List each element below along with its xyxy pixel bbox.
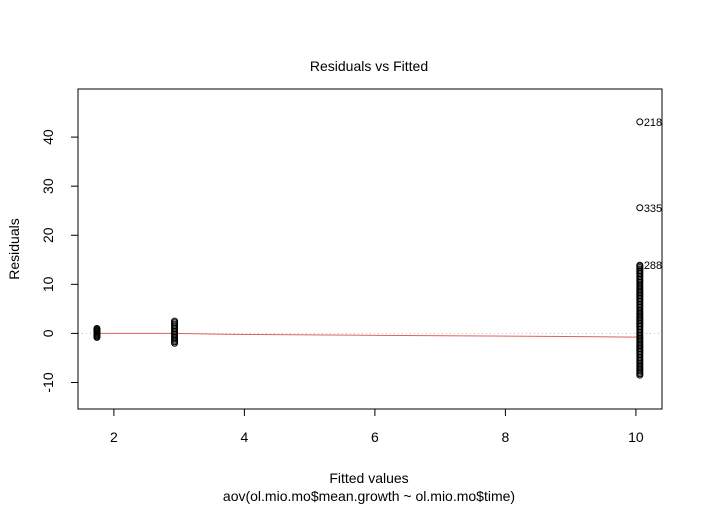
outlier-point [636, 204, 644, 212]
outlier-point [636, 118, 644, 126]
outlier-label: 288 [644, 260, 662, 272]
x-tick-label: 4 [240, 429, 248, 445]
y-tick-label: -10 [40, 372, 56, 392]
model-caption: aov(ol.mio.mo$mean.growth ~ ol.mio.mo$ti… [223, 488, 515, 504]
chart-title: Residuals vs Fitted [310, 58, 428, 74]
y-tick-label: 0 [40, 329, 56, 337]
outlier-label: 335 [644, 203, 662, 215]
plot-frame [77, 88, 663, 410]
y-axis: -10 0 10 20 30 40 [40, 129, 79, 393]
y-axis-label: Residuals [6, 218, 22, 279]
residual-points [93, 118, 644, 379]
x-tick-label: 2 [110, 429, 118, 445]
residual-point [93, 325, 101, 333]
outlier-labels: 218 335 288 [644, 117, 662, 272]
x-tick-label: 10 [628, 429, 644, 445]
outlier-point [636, 261, 644, 269]
x-tick-label: 6 [371, 429, 379, 445]
y-tick-label: 10 [40, 276, 56, 292]
outlier-label: 218 [644, 117, 662, 129]
y-tick-label: 30 [40, 178, 56, 194]
residual-point [171, 317, 179, 325]
y-tick-label: 40 [40, 129, 56, 145]
x-tick-label: 8 [501, 429, 509, 445]
x-axis-label: Fitted values [329, 470, 408, 486]
x-axis: 2 4 6 8 10 [110, 408, 644, 445]
y-tick-label: 20 [40, 227, 56, 243]
smoother-line [96, 332, 640, 338]
